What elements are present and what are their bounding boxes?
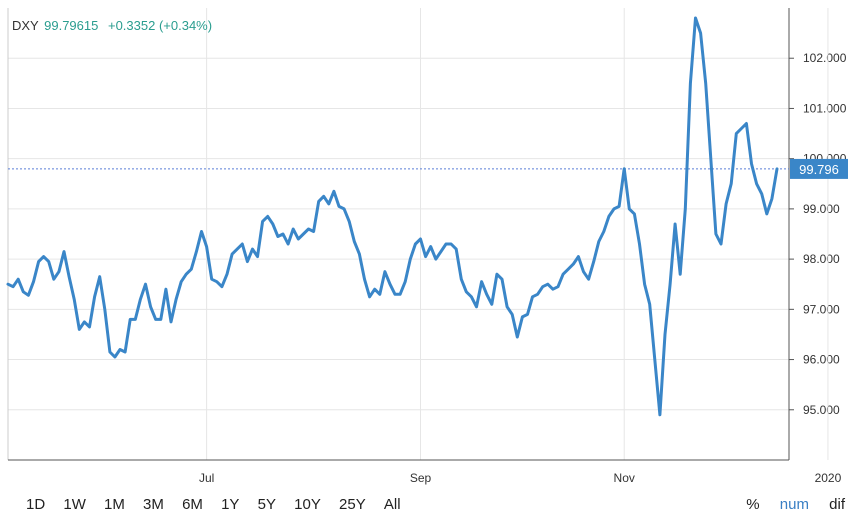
range-button-10y[interactable]: 10Y	[294, 496, 321, 513]
range-button-1w[interactable]: 1W	[63, 496, 86, 513]
x-tick-label: Sep	[410, 471, 432, 485]
y-tick-label: 95.000	[803, 403, 840, 417]
range-button-5y[interactable]: 5Y	[257, 496, 276, 513]
y-tick-label: 98.000	[803, 252, 840, 266]
y-tick-label: 101.000	[803, 101, 847, 115]
range-button-all[interactable]: All	[383, 496, 401, 513]
scale-mode-num[interactable]: num	[779, 496, 809, 513]
scale-mode-selector: % num dif	[730, 496, 845, 513]
scale-mode-percent[interactable]: %	[746, 496, 760, 513]
legend-change: +0.3352 (+0.34%)	[107, 18, 213, 33]
y-tick-label: 99.000	[803, 202, 840, 216]
y-tick-label: 96.000	[803, 353, 840, 367]
dxy-series-line	[6, 16, 779, 417]
range-button-3m[interactable]: 3M	[143, 496, 164, 513]
range-button-1d[interactable]: 1D	[26, 496, 46, 513]
range-button-1y[interactable]: 1Y	[221, 496, 240, 513]
x-tick-label: Jul	[199, 471, 214, 485]
range-button-25y[interactable]: 25Y	[339, 496, 366, 513]
scale-mode-dif[interactable]: dif	[829, 496, 845, 513]
legend-symbol: DXY	[12, 18, 39, 33]
range-button-6m[interactable]: 6M	[182, 496, 203, 513]
range-button-1m[interactable]: 1M	[104, 496, 125, 513]
y-tick-label: 102.000	[803, 51, 847, 65]
last-price-badge	[790, 158, 848, 179]
x-tick-label: 2020	[815, 471, 842, 485]
y-tick-label: 97.000	[803, 302, 840, 316]
legend-value: 99.79615	[44, 18, 99, 33]
last-price-label: 99.796	[799, 162, 839, 177]
x-tick-label: Nov	[614, 471, 635, 485]
chart-legend: DXY 99.79615 +0.3352 (+0.34%)	[12, 18, 212, 33]
range-selector: 1D 1W 1M 3M 6M 1Y 5Y 10Y 25Y All	[26, 496, 415, 513]
